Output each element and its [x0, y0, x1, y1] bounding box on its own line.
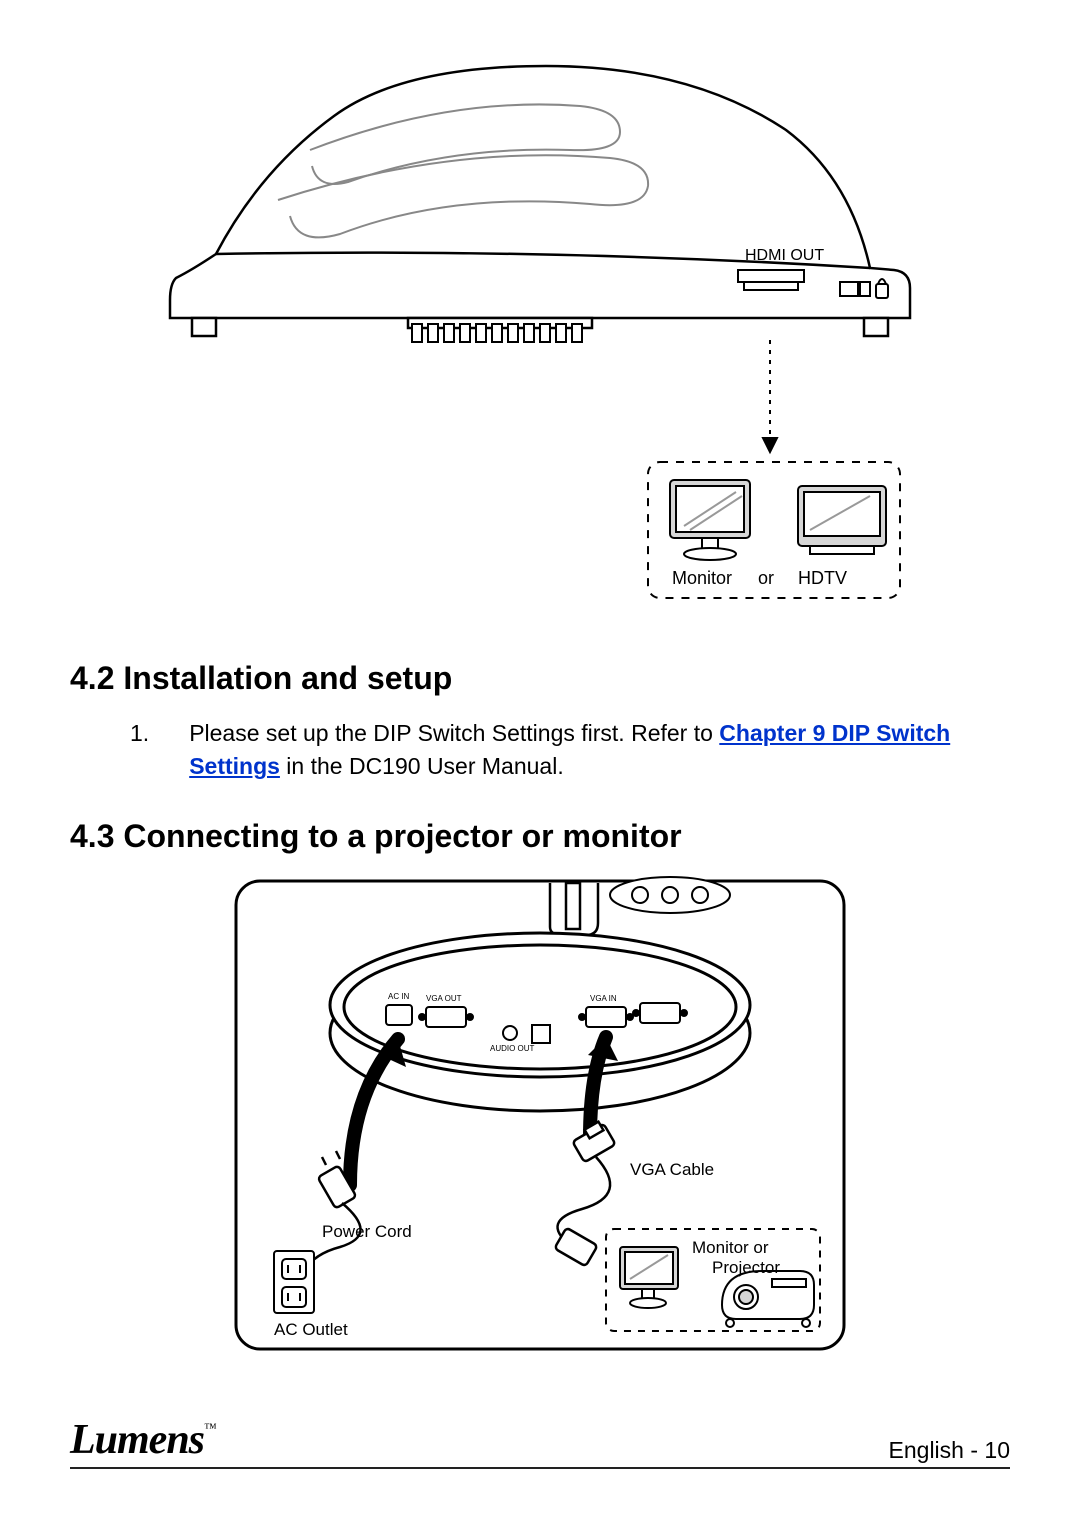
port-audio-out: AUDIO OUT: [490, 1044, 535, 1053]
or-caption: or: [758, 568, 774, 588]
section-4-2-heading: 4.2 Installation and setup: [70, 660, 1010, 697]
item1-post: in the DC190 User Manual.: [280, 753, 564, 779]
device-side-diagram: HDMI OUT Monitor or HDTV: [150, 40, 930, 620]
port-vga-out: VGA OUT: [426, 994, 462, 1003]
figure-hdmi-out: HDMI OUT Monitor or HDTV: [70, 40, 1010, 620]
ac-outlet-icon: [274, 1251, 314, 1313]
footer-lang: English: [889, 1437, 964, 1463]
monitor-or-label: Monitor or: [692, 1238, 769, 1257]
projector-label: Projector: [712, 1258, 780, 1277]
brand-tm: ™: [204, 1420, 216, 1435]
list-number: 1.: [130, 717, 149, 784]
ac-outlet-label: AC Outlet: [274, 1320, 348, 1339]
brand-logo: Lumens™: [70, 1416, 216, 1464]
figure-connect-projector: AC IN VGA OUT AUDIO OUT VGA IN: [70, 875, 1010, 1355]
list-text: Please set up the DIP Switch Settings fi…: [189, 717, 1000, 784]
hdtv-caption: HDTV: [798, 568, 847, 588]
small-projector-icon: [722, 1271, 814, 1327]
vga-cable-label: VGA Cable: [630, 1160, 714, 1179]
section-4-3-heading: 4.3 Connecting to a projector or monitor: [70, 818, 1010, 855]
section-4-2-item-1: 1. Please set up the DIP Switch Settings…: [130, 717, 1000, 784]
monitor-icon: [670, 480, 750, 560]
footer-page: 10: [984, 1437, 1010, 1463]
page-footer: Lumens™ English - 10: [70, 1416, 1010, 1469]
port-ac-in: AC IN: [388, 992, 410, 1001]
power-cord-label: Power Cord: [322, 1222, 412, 1241]
hdtv-icon: [798, 486, 886, 554]
item1-pre: Please set up the DIP Switch Settings fi…: [189, 720, 719, 746]
device-connection-diagram: AC IN VGA OUT AUDIO OUT VGA IN: [230, 875, 850, 1355]
monitor-caption: Monitor: [672, 568, 732, 588]
port-vga-in: VGA IN: [590, 994, 617, 1003]
page-language-number: English - 10: [889, 1437, 1010, 1464]
hdmi-out-label: HDMI OUT: [745, 247, 824, 264]
footer-sep: -: [964, 1437, 984, 1463]
brand-name: Lumens: [70, 1417, 204, 1463]
